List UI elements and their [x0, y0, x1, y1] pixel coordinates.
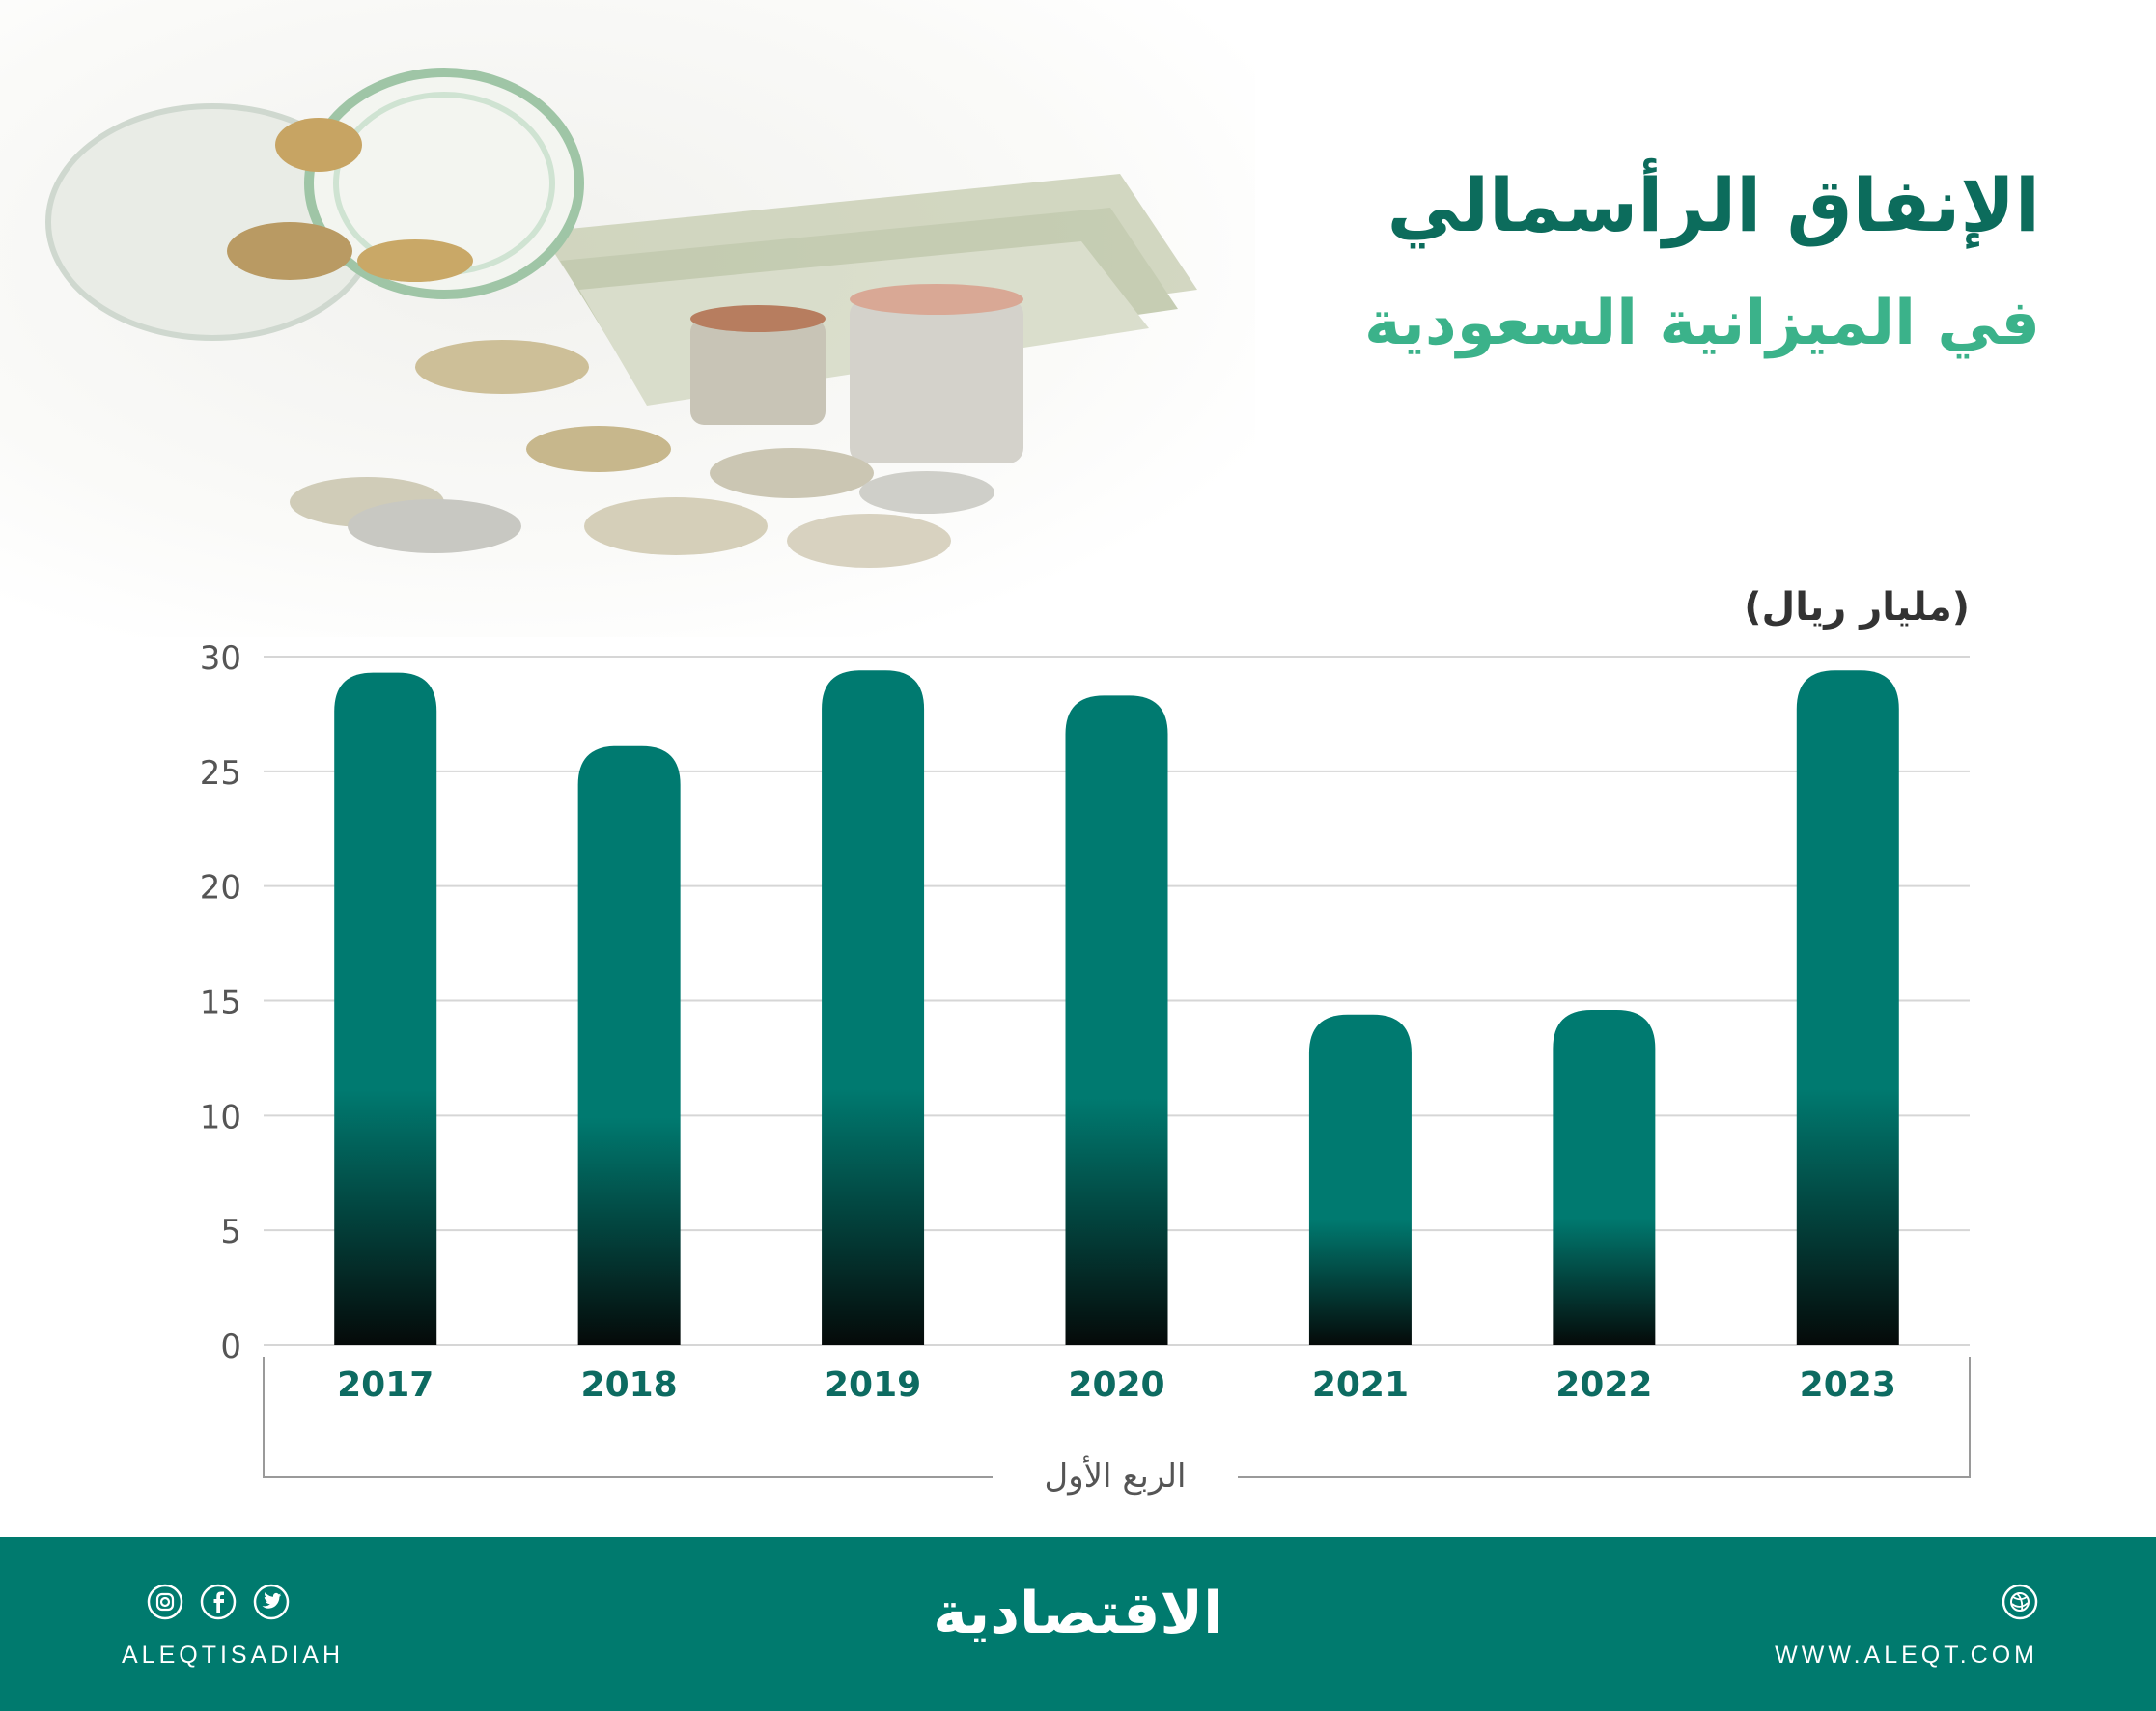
y-tick-label: 15: [200, 984, 241, 1023]
chart-subtitle: في الميزانية السعودية: [1364, 288, 2040, 359]
x-tick-label: 2020: [1068, 1365, 1164, 1405]
bar-2019: [822, 670, 925, 1345]
bar-2021: [1308, 1014, 1412, 1345]
group-bracket: الربع الأول: [263, 1357, 1971, 1496]
y-tick-label: 25: [200, 754, 241, 793]
publisher-logo: الاقتصادية: [933, 1580, 1223, 1647]
globe-icon[interactable]: [2002, 1584, 2038, 1620]
unit-label: (مليار ريال): [1744, 585, 1970, 630]
y-tick-label: 5: [220, 1213, 241, 1251]
bracket-line-left: [263, 1357, 993, 1478]
bar-2020: [1065, 695, 1168, 1345]
y-tick-labels: 0 5 10 15 20 25 30: [200, 639, 241, 1366]
website-link[interactable]: WWW.ALEQT.COM: [1775, 1641, 2038, 1669]
bar-2022: [1553, 1010, 1656, 1345]
x-tick-labels: 2017 2018 2019 2020 2021 2022 2023: [337, 1365, 1896, 1405]
x-tick-label: 2023: [1800, 1365, 1896, 1405]
facebook-icon[interactable]: [200, 1584, 237, 1620]
x-tick-label: 2022: [1555, 1365, 1652, 1405]
x-tick-label: 2021: [1312, 1365, 1409, 1405]
group-label: الربع الأول: [1045, 1455, 1187, 1496]
bar-2018: [577, 745, 681, 1345]
x-tick-label: 2017: [337, 1365, 434, 1405]
bar-2023: [1796, 670, 1899, 1345]
footer-bar: ALEQTISADIAH الاقتصادية WWW.ALEQT.COM: [0, 1537, 2156, 1711]
y-tick-label: 30: [200, 639, 241, 678]
instagram-icon[interactable]: [147, 1584, 183, 1620]
bars: [334, 670, 1899, 1345]
bar-chart: 0 5 10 15 20 25 30 2017 2018 2019 2020 2021 2022 202…: [200, 639, 1971, 1496]
bar-2017: [334, 672, 437, 1345]
y-tick-label: 20: [200, 869, 241, 908]
coins-jar-illustration: [45, 68, 1197, 568]
bracket-line-right: [1238, 1357, 1971, 1478]
social-handle[interactable]: ALEQTISADIAH: [122, 1641, 344, 1669]
chart-title: الإنفاق الرأسمالي: [1386, 162, 2040, 248]
y-tick-label: 0: [220, 1328, 241, 1366]
x-tick-label: 2019: [825, 1365, 921, 1405]
x-tick-label: 2018: [581, 1365, 678, 1405]
hero-photo-coins-jar: [0, 0, 1255, 637]
twitter-icon[interactable]: [253, 1584, 290, 1620]
y-tick-label: 10: [200, 1098, 241, 1136]
